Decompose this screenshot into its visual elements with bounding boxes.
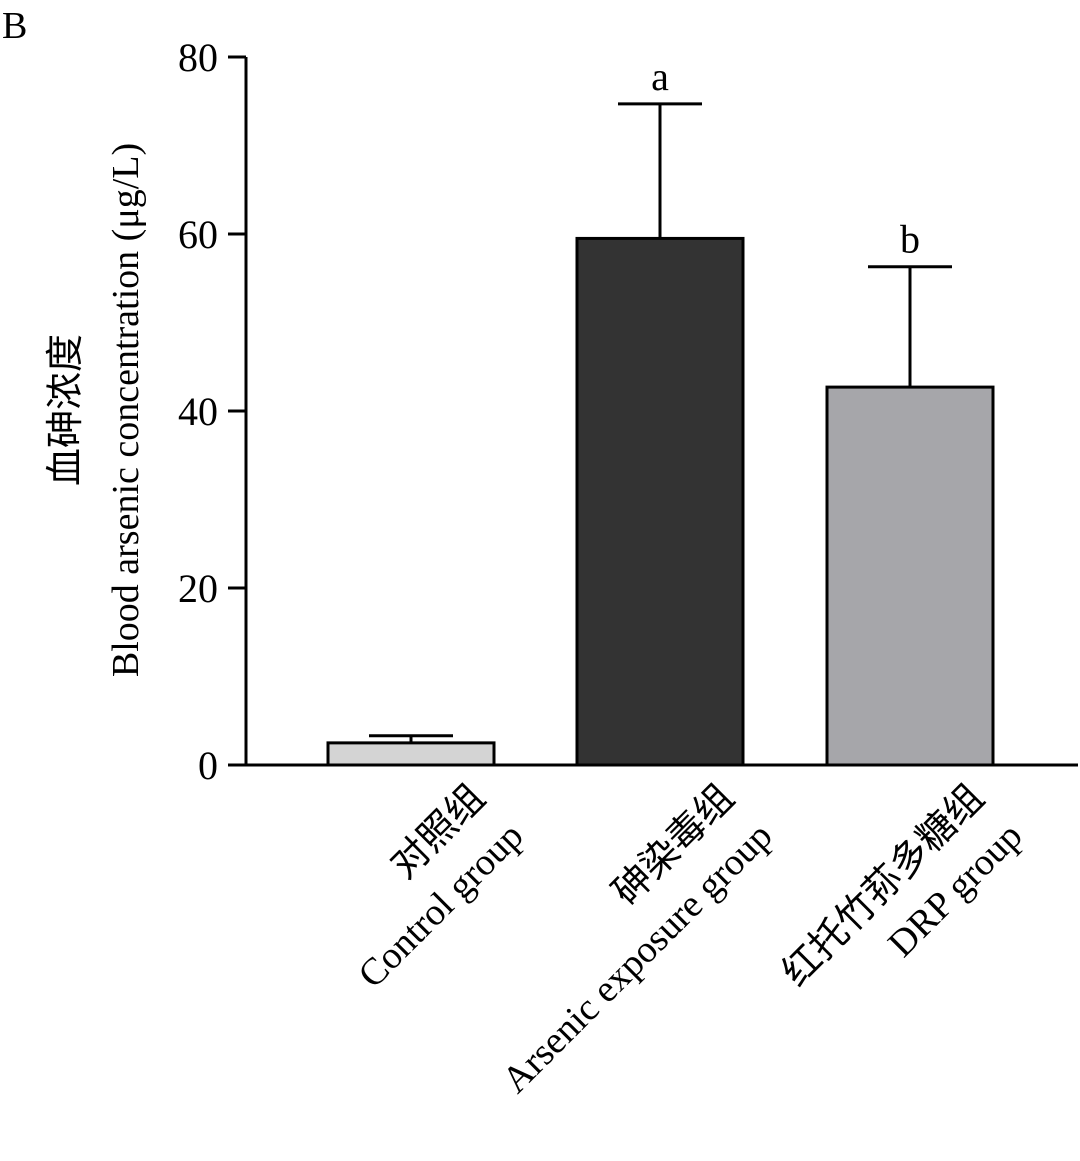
y-tick-label: 0 <box>198 743 218 788</box>
bar <box>575 236 745 767</box>
y-tick-label: 40 <box>178 389 218 434</box>
y-axis-title-en: Blood arsenic concentration (μg/L) <box>105 143 147 677</box>
y-axis-title-cn: 血砷浓度 <box>45 334 87 486</box>
significance-label: b <box>900 217 920 262</box>
y-tick-label: 80 <box>178 35 218 80</box>
bar <box>825 385 995 767</box>
bar <box>326 741 496 767</box>
panel-label: B <box>2 5 27 47</box>
significance-label: a <box>651 54 669 99</box>
y-axis-title: Blood arsenic concentration (μg/L) 血砷浓度 <box>45 143 147 677</box>
y-tick-label: 60 <box>178 212 218 257</box>
y-tick-label: 20 <box>178 566 218 611</box>
